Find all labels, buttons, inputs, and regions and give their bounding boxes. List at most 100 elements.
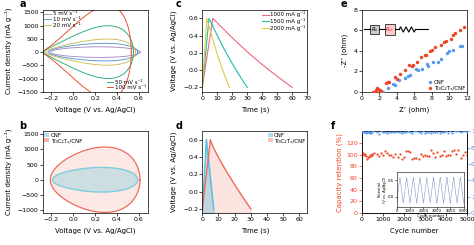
CNF (438, 57, 445, 61)
Point (358, 153, 365, 157)
Polygon shape (53, 167, 138, 192)
20 mV s⁻¹ (133, 51, 138, 54)
1500 mA g⁻¹ (206, 17, 212, 20)
CNF (434, 60, 442, 64)
CNF (423, 62, 431, 66)
Y-axis label: -Z″ (ohm): -Z″ (ohm) (342, 34, 348, 67)
Ti₃C₂Tₓ/CNF (428, 48, 436, 52)
Point (359, 151, 367, 155)
1500 mA g⁻¹ (245, 86, 250, 89)
CNF (443, 51, 451, 55)
Ti₃C₂Tₓ/CNF (417, 55, 425, 59)
50 mV s⁻¹ (43, 53, 48, 56)
Point (377, 129, 384, 133)
Point (379, 130, 387, 134)
Ti₃C₂Tₓ/CNF (396, 72, 404, 76)
Ti₃C₂Tₓ/CNF (413, 60, 420, 64)
20 mV s⁻¹ (104, 37, 110, 40)
Ti₃C₂Tₓ/CNF (437, 43, 445, 47)
Point (375, 132, 383, 136)
Point (385, 153, 393, 157)
Point (410, 156, 418, 160)
Point (371, 128, 378, 132)
Ti₃C₂Tₓ/CNF (449, 33, 457, 37)
Ti₃C₂Tₓ/CNF (377, 89, 385, 93)
Point (457, 156, 465, 160)
Point (404, 129, 412, 133)
Ti₃C₂Tₓ/CNF (426, 49, 434, 53)
Point (429, 151, 437, 155)
1500 mA g⁻¹ (235, 72, 241, 75)
Point (447, 153, 454, 157)
Point (461, 150, 469, 154)
10 mV s⁻¹ (135, 51, 141, 54)
Y-axis label: Current density (mA g⁻¹): Current density (mA g⁻¹) (5, 129, 12, 215)
Ti₃C₂Tₓ/CNF (374, 86, 381, 89)
Point (417, 131, 425, 135)
Ti₃C₂Tₓ/CNF (374, 87, 382, 91)
Point (428, 148, 435, 152)
Point (364, 130, 371, 134)
1000 mA g⁻¹ (232, 39, 237, 42)
50 mV s⁻¹ (105, 24, 111, 27)
Point (455, 148, 462, 152)
5 mV s⁻¹ (48, 50, 54, 53)
2000 mA g⁻¹ (210, 39, 216, 42)
100 mV s⁻¹ (105, 97, 111, 100)
Point (392, 130, 399, 134)
Point (387, 130, 395, 134)
Point (402, 130, 410, 134)
CNF (376, 89, 384, 93)
Point (428, 131, 435, 135)
Text: d: d (176, 121, 183, 131)
Ti₃C₂Tₓ/CNF (405, 63, 412, 67)
Point (369, 152, 376, 156)
CNF (449, 48, 456, 52)
Point (396, 130, 403, 134)
100 mV s⁻¹ (40, 52, 46, 55)
20 mV s⁻¹ (104, 64, 110, 67)
1000 mA g⁻¹ (205, 49, 211, 51)
10 mV s⁻¹ (135, 51, 141, 54)
CNF (419, 67, 426, 71)
CNF (379, 90, 387, 94)
50 mV s⁻¹ (106, 77, 111, 80)
Point (373, 130, 380, 134)
Point (409, 131, 416, 135)
Line: 2000 mA g⁻¹: 2000 mA g⁻¹ (202, 18, 229, 87)
10 mV s⁻¹ (47, 52, 53, 55)
Ti₃C₂Tₓ/CNF (385, 80, 393, 84)
Ti₃C₂Tₓ/CNF (456, 28, 464, 32)
Point (365, 155, 373, 159)
1000 mA g⁻¹ (200, 86, 205, 89)
5 mV s⁻¹ (55, 53, 61, 56)
X-axis label: Time (s): Time (s) (241, 228, 269, 234)
100 mV s⁻¹ (128, 51, 134, 54)
Legend: CNF, Ti₃C₂Tₓ/CNF: CNF, Ti₃C₂Tₓ/CNF (267, 133, 306, 143)
50 mV s⁻¹ (41, 50, 47, 53)
1500 mA g⁻¹ (217, 39, 222, 42)
CNF (425, 64, 432, 68)
Point (398, 157, 406, 161)
X-axis label: Voltage (V vs. Ag/AgCl): Voltage (V vs. Ag/AgCl) (55, 107, 136, 113)
Point (436, 131, 443, 135)
Point (463, 153, 471, 157)
Point (396, 152, 403, 156)
CNF (404, 74, 412, 78)
Point (444, 153, 452, 157)
2000 mA g⁻¹ (200, 86, 205, 89)
CNF (401, 76, 409, 80)
Point (394, 155, 401, 159)
Point (381, 130, 389, 134)
Ti₃C₂Tₓ/CNF (421, 53, 428, 57)
5 mV s⁻¹ (137, 51, 143, 54)
1000 mA g⁻¹ (290, 86, 295, 89)
100 mV s⁻¹ (103, 97, 109, 100)
Point (415, 130, 422, 134)
Ti₃C₂Tₓ/CNF (441, 40, 448, 44)
Ti₃C₂Tₓ/CNF (422, 53, 430, 57)
Point (365, 130, 373, 134)
CNF (384, 86, 392, 90)
Point (400, 155, 408, 159)
1500 mA g⁻¹ (221, 48, 227, 51)
